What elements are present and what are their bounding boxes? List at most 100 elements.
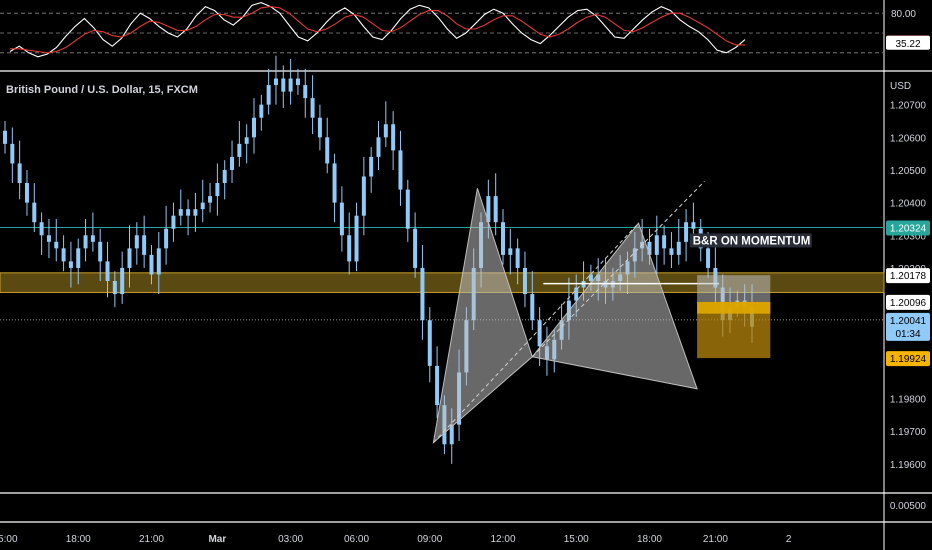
price-badge	[886, 268, 930, 284]
candle-body	[376, 137, 381, 157]
time-tick-label: 18:00	[66, 534, 91, 545]
candle-body	[435, 365, 440, 406]
candle-body	[662, 235, 667, 249]
candle-body	[156, 248, 161, 275]
candle-body	[706, 248, 711, 268]
chart-title: British Pound / U.S. Dollar, 15, FXCM	[6, 84, 198, 96]
candle-body	[537, 320, 542, 347]
candle-body	[10, 143, 15, 164]
time-tick-label: Mar	[208, 534, 226, 545]
candle-body	[90, 235, 95, 242]
candle-body	[654, 235, 659, 255]
candle-body	[32, 202, 37, 223]
candle-body	[39, 222, 44, 236]
time-tick-label: 06:00	[344, 534, 369, 545]
price-badge-label: 1.20041	[890, 316, 927, 327]
oscillator-pane	[0, 2, 884, 58]
price-badge	[886, 220, 930, 236]
candle-body	[405, 189, 410, 229]
candle-body	[83, 235, 88, 249]
candle-body	[193, 209, 198, 216]
candle-body	[369, 156, 374, 177]
time-tick-label: 21:00	[703, 534, 728, 545]
candle-body	[127, 248, 132, 268]
candle-body	[303, 85, 308, 99]
candle-body	[266, 85, 271, 105]
annotation-label: B&R ON MOMENTUM	[693, 235, 811, 247]
candle-body	[449, 424, 454, 445]
time-tick-label: 15:00	[0, 534, 18, 545]
candle-body	[420, 267, 425, 321]
candle-body	[676, 241, 681, 255]
candle-body	[361, 176, 366, 216]
candle-body	[647, 241, 652, 255]
candle-body	[120, 267, 125, 295]
candle-body	[691, 222, 696, 229]
candle-body	[68, 261, 73, 268]
candle-body	[588, 274, 593, 281]
candle-body	[222, 169, 227, 184]
candle-body	[98, 241, 103, 262]
candle-body	[105, 261, 110, 281]
oscillator-series-slow	[10, 6, 745, 54]
drawing-overlay: B&R ON MOMENTUM	[432, 181, 812, 444]
candle-body	[486, 196, 491, 223]
price-tick-label: 1.19700	[890, 427, 927, 438]
candle-body	[317, 117, 322, 138]
price-axis-unit: USD	[890, 81, 911, 92]
price-tick-label: 1.20500	[890, 166, 927, 177]
time-tick-label: 09:00	[417, 534, 442, 545]
candle-body	[237, 143, 242, 157]
price-badge-label: 1.20178	[890, 271, 927, 282]
price-tick-label: 1.19800	[890, 395, 927, 406]
candle-body	[164, 228, 169, 249]
candle-body	[574, 287, 579, 301]
candle-body	[354, 215, 359, 262]
candle-body	[508, 248, 513, 255]
candle-body	[325, 137, 330, 164]
price-tick-label: 1.20400	[890, 199, 927, 210]
candle-body	[3, 130, 7, 144]
candle-body	[171, 215, 176, 229]
oscillator-value-label: 35.22	[895, 39, 920, 50]
candle-body	[515, 248, 520, 268]
time-tick-label: 12:00	[490, 534, 515, 545]
entry-zone	[697, 301, 771, 314]
candle-body	[383, 124, 388, 138]
oscillator-series-fast	[9, 2, 746, 58]
candle-body	[112, 281, 117, 295]
candle-body	[522, 267, 527, 295]
harmonic-pattern-leg-bcd	[531, 222, 698, 390]
candle-body	[54, 241, 59, 249]
candle-body	[310, 98, 315, 118]
price-badge	[886, 294, 930, 310]
candle-body	[252, 117, 256, 138]
candle-body	[186, 209, 191, 216]
harmonic-pattern-leg-xab	[432, 188, 533, 444]
candle-body	[413, 228, 418, 268]
price-tick-label: 1.20300	[890, 231, 927, 242]
subpane-tick-label: 0.00500	[890, 501, 927, 512]
candle-body	[76, 248, 81, 268]
time-tick-label: 03:00	[278, 534, 303, 545]
candle-body	[347, 235, 352, 262]
candle-body	[259, 104, 264, 118]
candle-body	[230, 156, 235, 170]
price-badge-label: 1.20324	[890, 223, 927, 234]
time-axis: 15:00 18:00 21:00 Mar 03:00 06:00 09:00 12:00 15…	[0, 534, 792, 545]
price-axis: 80.0035.6635.22USD1.207001.206001.205001…	[886, 9, 930, 512]
time-tick-label: 15:00	[564, 534, 589, 545]
price-tick-label: 1.19600	[890, 460, 927, 471]
trend-extension-line	[531, 181, 705, 358]
candle-body	[398, 150, 403, 190]
candle-body	[339, 202, 344, 236]
candle-body	[281, 78, 286, 92]
candle-body	[493, 196, 498, 223]
stop-loss-zone	[697, 275, 771, 302]
candle-body	[244, 137, 249, 144]
price-badge-label: 1.19924	[890, 354, 927, 365]
harmonic-pattern-xc-line	[433, 222, 639, 443]
candle-body	[142, 235, 147, 255]
